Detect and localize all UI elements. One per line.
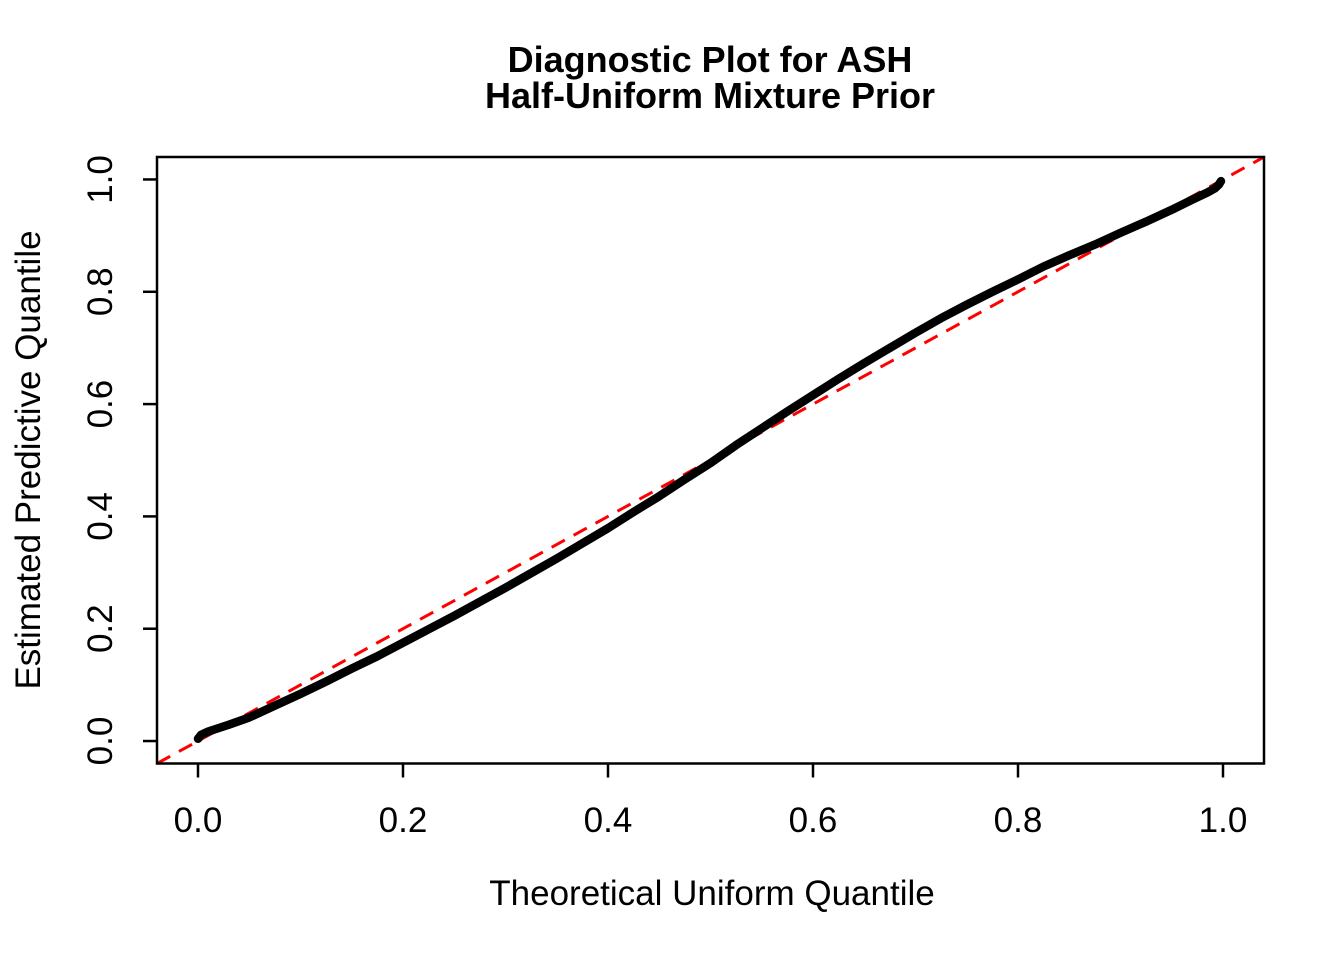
- x-tick-label: 0.0: [174, 801, 223, 840]
- x-tick-label: 0.8: [994, 801, 1043, 840]
- x-axis-label: Theoretical Uniform Quantile: [489, 874, 934, 913]
- y-tick-label: 1.0: [81, 155, 120, 204]
- y-tick-label: 0.0: [81, 717, 120, 766]
- y-tick-label: 0.4: [81, 492, 120, 541]
- y-tick-label: 0.8: [81, 267, 120, 316]
- chart-title-line2: Half-Uniform Mixture Prior: [485, 75, 935, 116]
- chart-title-line1: Diagnostic Plot for ASH: [508, 39, 913, 80]
- plot-frame: [155, 155, 1266, 765]
- x-tick-label: 0.6: [789, 801, 838, 840]
- x-tick-label: 0.4: [584, 801, 633, 840]
- x-tick-label: 0.2: [379, 801, 428, 840]
- plot-series-layer: [156, 155, 1265, 765]
- y-tick-label: 0.2: [81, 604, 120, 653]
- estimated-predictive-quantile-curve: [193, 176, 1226, 744]
- y-tick-label: 0.6: [81, 380, 120, 429]
- x-tick-label: 1.0: [1199, 801, 1248, 840]
- x-axis: 0.0 0.2 0.4 0.6 0.8 1.0: [174, 763, 1248, 840]
- y-axis-label: Estimated Predictive Quantile: [9, 230, 48, 689]
- y-axis: 0.0 0.2 0.4 0.6 0.8 1.0: [81, 155, 157, 765]
